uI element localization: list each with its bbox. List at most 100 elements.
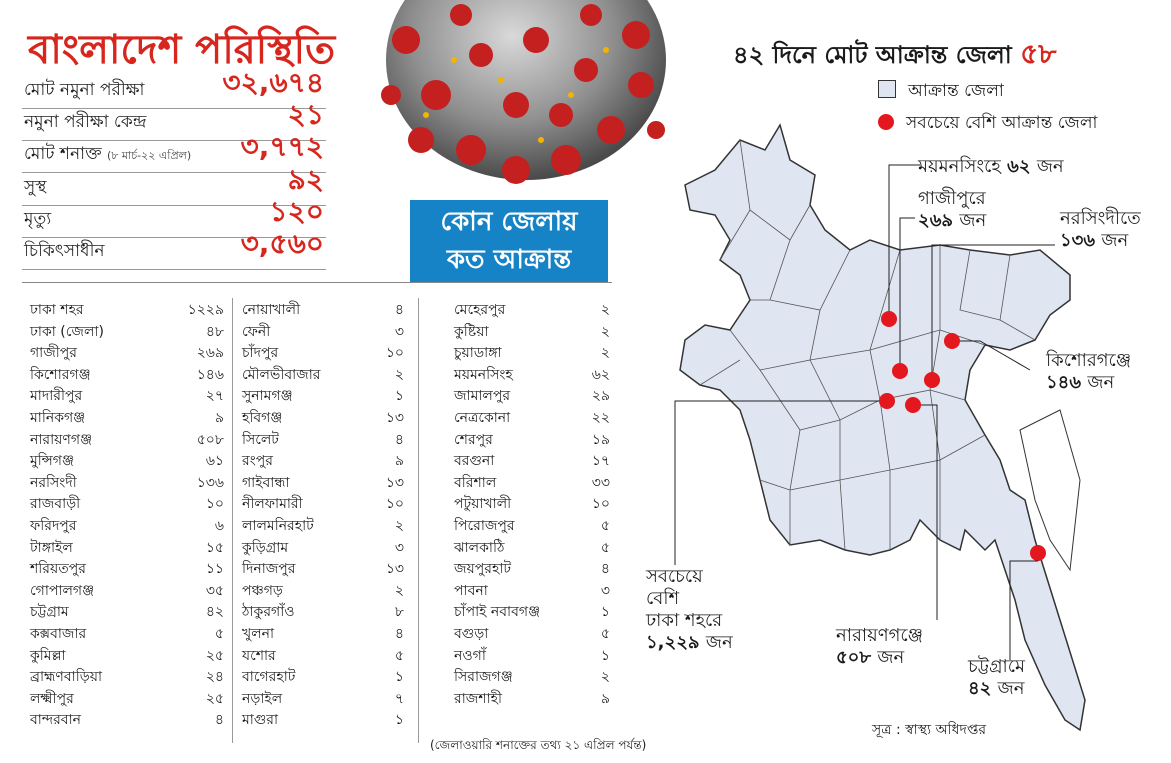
district-row: মাদারীপুর ২৭: [30, 384, 224, 406]
district-name: কুমিল্লা: [30, 647, 66, 664]
district-count: ৪৮: [205, 323, 224, 340]
map-land: [679, 123, 1086, 732]
summary-row-deaths: মৃত্যু ১২০: [22, 195, 326, 238]
district-count: ৩৫: [205, 582, 224, 599]
district-row: মানিকগঞ্জ ৯: [30, 406, 224, 428]
district-row: রংপুর ৯: [242, 449, 404, 471]
summary-value: ৩,৭৭২: [240, 130, 324, 163]
district-row: নারায়ণগঞ্জ ৫০৮: [30, 428, 224, 450]
narsingdi-marker: [924, 372, 940, 388]
district-count: ২: [600, 302, 610, 318]
district-row: ঢাকা শহর ১২২৯: [30, 298, 224, 320]
district-row: ঢাকা (জেলা) ৪৮: [30, 320, 224, 342]
district-name: রংপুর: [242, 453, 273, 470]
district-count: ৪: [394, 431, 404, 448]
district-count: ৯: [600, 690, 610, 707]
district-row: সুনামগঞ্জ ১: [242, 384, 404, 406]
district-row: বরিশাল ৩৩: [454, 471, 610, 493]
district-row: গাজীপুর ২৬৯: [30, 341, 224, 363]
district-name: মেহেরপুর: [454, 302, 506, 318]
district-name: ঢাকা (জেলা): [30, 323, 104, 340]
label-line-1: সবচেয়ে: [646, 566, 703, 587]
district-count: ১১: [205, 561, 224, 578]
district-count: ১: [600, 647, 610, 664]
legend-label: আক্রান্ত জেলা: [908, 81, 1004, 101]
dhaka-marker: [879, 393, 895, 409]
place-label: ময়মনসিংহে: [918, 156, 1001, 177]
district-count: ৫: [394, 647, 404, 664]
district-row: গোপালগঞ্জ ৩৫: [30, 579, 224, 601]
summary-label: মোট নমুনা পরীক্ষা: [24, 80, 145, 100]
district-row: লক্ষ্মীপুর ২৫: [30, 687, 224, 709]
district-count: ১৫: [205, 539, 224, 556]
district-name: কক্সবাজার: [30, 625, 87, 642]
district-name: টাঙ্গাইল: [30, 539, 73, 556]
district-row: সিলেট ৪: [242, 428, 404, 450]
district-count: ৯: [214, 409, 224, 426]
case-count: ১৩৬: [1060, 230, 1096, 251]
district-name: সিলেট: [242, 431, 279, 448]
district-name: নারায়ণগঞ্জ: [30, 431, 93, 448]
district-count: ২৯: [591, 388, 610, 405]
district-count: ৬২: [591, 366, 610, 383]
district-count: ২: [600, 323, 610, 340]
district-column-2: নোয়াখালী ৪ ফেনী ৩ চাঁদপুর ১০ মৌলভীবাজার ২ সুনাম…: [242, 298, 404, 730]
map-title-text: ৪২ দিনে মোট আক্রান্ত জেলা: [733, 41, 1012, 69]
district-row: ফরিদপুর ৬: [30, 514, 224, 536]
district-name: কিশোরগঞ্জ: [30, 366, 91, 383]
case-count: ১৪৬: [1046, 372, 1082, 393]
district-row: নোয়াখালী ৪: [242, 298, 404, 320]
district-row: মৌলভীবাজার ২: [242, 363, 404, 385]
district-column-1: ঢাকা শহর ১২২৯ ঢাকা (জেলা) ৪৮ গাজীপুর ২৬৯ কিশোর…: [30, 298, 224, 730]
district-count: ২: [600, 669, 610, 686]
district-row: পঞ্চগড় ২: [242, 579, 404, 601]
district-count: ৩৩: [591, 474, 610, 491]
summary-note: (৮ মার্চ-২২ এপ্রিল): [107, 149, 192, 162]
district-name: জয়পুরহাট: [454, 561, 512, 578]
district-count: ১৪৬: [196, 366, 224, 383]
district-count: ১০: [385, 345, 404, 362]
district-count: ৭: [394, 690, 404, 707]
summary-value: ৩,৫৬০: [240, 227, 324, 260]
district-name: ফেনী: [242, 323, 271, 340]
summary-value: ১২০: [269, 195, 324, 228]
annotation-narayanganj: নারায়ণগঞ্জে ৫০৮ জন: [836, 625, 923, 669]
source-credit: সূত্র : স্বাস্থ্য অধিদপ্তর: [872, 722, 987, 738]
district-name: রাজবাড়ী: [30, 496, 81, 513]
district-row: জামালপুর ২৯: [454, 384, 610, 406]
district-count: ৫: [214, 625, 224, 642]
district-name: শেরপুর: [454, 431, 493, 448]
district-count: ২২: [591, 409, 610, 426]
district-count: ২: [394, 366, 404, 383]
district-count: ৬: [214, 517, 224, 534]
district-name: ঢাকা শহর: [30, 302, 84, 318]
district-name: চুয়াডাঙ্গা: [454, 345, 502, 362]
gazipur-marker: [892, 363, 908, 379]
case-count: ৬২: [1007, 156, 1031, 177]
annotation-mymensingh: ময়মনসিংহে ৬২ জন: [918, 156, 1064, 178]
label-line-2: বেশি: [646, 588, 680, 609]
district-count: ৫: [600, 517, 610, 534]
district-count: ২: [600, 345, 610, 362]
district-name: হবিগঞ্জ: [242, 409, 283, 426]
summary-value: ৯২: [287, 163, 324, 196]
bangladesh-map: [674, 123, 1086, 732]
annotation-gazipur: গাজীপুরে ২৬৯ জন: [918, 188, 986, 232]
section-divider: [22, 282, 612, 283]
map-title-count: ৫৮: [1020, 37, 1057, 70]
place-label: গাজীপুরে: [918, 188, 986, 209]
case-count: ৫০৮: [836, 647, 872, 668]
district-row: বগুড়া ৫: [454, 622, 610, 644]
district-count: ১৩: [385, 409, 404, 426]
annotation-chattogram: চট্টগ্রামে ৪২ জন: [968, 656, 1025, 700]
unit-label: জন: [997, 678, 1025, 699]
district-count: ১: [394, 388, 404, 405]
header-line-1: কোন জেলায়: [440, 207, 578, 237]
district-row: কুষ্টিয়া ২: [454, 320, 610, 342]
district-name: নীলফামারী: [242, 496, 303, 513]
district-name: মৌলভীবাজার: [242, 366, 321, 383]
district-count: ১০: [205, 496, 224, 513]
district-row: চুয়াডাঙ্গা ২: [454, 341, 610, 363]
district-row: ঠাকুরগাঁও ৮: [242, 600, 404, 622]
footnote: (জেলাওয়ারি শনাক্তের তথ্য ২১ এপ্রিল পর্য…: [430, 738, 647, 752]
